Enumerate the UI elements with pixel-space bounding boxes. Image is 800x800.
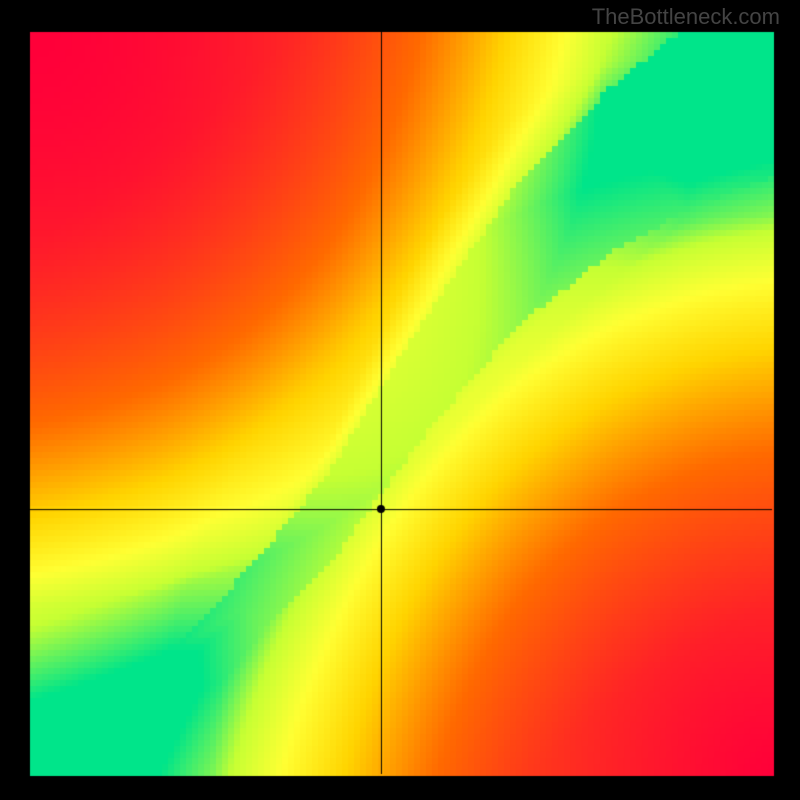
chart-container: TheBottleneck.com [0, 0, 800, 800]
watermark-text: TheBottleneck.com [592, 4, 780, 30]
heatmap-canvas [0, 0, 800, 800]
